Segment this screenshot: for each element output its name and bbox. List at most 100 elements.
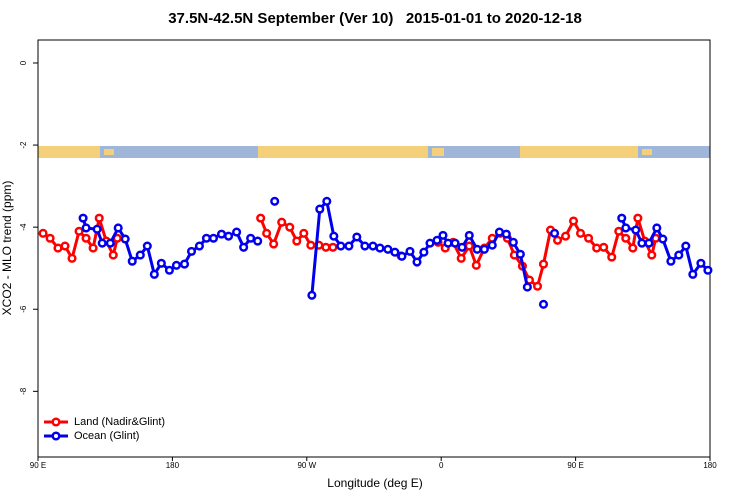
series bbox=[78, 196, 713, 309]
data-point bbox=[614, 226, 624, 236]
y-tick-label: 0 bbox=[19, 60, 28, 65]
data-point bbox=[575, 228, 586, 238]
x-tick-label: 180 bbox=[703, 461, 717, 470]
data-point bbox=[135, 250, 145, 260]
data-point bbox=[425, 238, 435, 248]
data-point bbox=[164, 265, 174, 275]
data-point bbox=[633, 213, 643, 223]
data-point bbox=[94, 213, 104, 223]
data-point bbox=[515, 249, 525, 259]
data-point bbox=[443, 238, 453, 248]
land-strip bbox=[432, 148, 444, 156]
data-point bbox=[149, 269, 159, 279]
data-point bbox=[360, 241, 370, 251]
data-point bbox=[127, 256, 137, 266]
data-point bbox=[471, 260, 481, 270]
data-point bbox=[479, 244, 489, 254]
data-point bbox=[120, 234, 130, 244]
data-point bbox=[658, 234, 668, 244]
data-point bbox=[352, 232, 362, 242]
data-point bbox=[412, 257, 422, 267]
land-ocean-band bbox=[38, 146, 710, 158]
data-point bbox=[45, 233, 55, 243]
data-point bbox=[277, 217, 287, 227]
data-point bbox=[457, 242, 467, 252]
data-point bbox=[390, 247, 400, 257]
data-point bbox=[464, 230, 474, 240]
data-point bbox=[621, 223, 631, 233]
data-point bbox=[383, 244, 393, 254]
data-point bbox=[108, 250, 118, 260]
data-point bbox=[652, 223, 662, 233]
data-point bbox=[501, 229, 511, 239]
data-point bbox=[405, 246, 415, 256]
data-point bbox=[607, 252, 617, 262]
data-point bbox=[186, 246, 197, 256]
legend-swatch bbox=[51, 431, 61, 441]
data-point bbox=[81, 233, 91, 243]
data-point bbox=[336, 241, 346, 251]
y-tick-label: -2 bbox=[19, 141, 28, 149]
land-strip bbox=[104, 149, 114, 155]
data-point bbox=[81, 223, 91, 233]
data-point bbox=[329, 231, 339, 241]
data-point bbox=[522, 282, 532, 292]
data-point bbox=[666, 256, 676, 266]
data-point bbox=[647, 250, 657, 260]
data-point bbox=[344, 241, 354, 251]
data-point bbox=[285, 222, 295, 232]
data-point bbox=[299, 228, 309, 238]
data-point bbox=[246, 233, 256, 243]
data-point bbox=[328, 242, 338, 252]
data-point bbox=[321, 242, 331, 252]
data-point bbox=[549, 228, 560, 238]
data-point bbox=[105, 238, 115, 248]
data-point bbox=[599, 242, 609, 252]
data-point bbox=[88, 243, 98, 253]
x-tick-label: 180 bbox=[166, 461, 180, 470]
x-axis-label: Longitude (deg E) bbox=[327, 476, 422, 490]
plot-frame bbox=[37, 39, 711, 458]
data-point bbox=[375, 243, 385, 253]
data-point bbox=[97, 238, 107, 248]
data-point bbox=[216, 229, 227, 239]
data-point bbox=[368, 241, 378, 251]
land-strip bbox=[38, 146, 100, 158]
land-strip bbox=[520, 146, 638, 158]
data-point bbox=[74, 226, 84, 236]
data-point bbox=[432, 235, 442, 245]
data-point bbox=[38, 228, 48, 238]
data-point bbox=[253, 236, 263, 246]
x-tick-label: 0 bbox=[439, 461, 444, 470]
data-point bbox=[322, 196, 332, 206]
data-point bbox=[631, 225, 641, 235]
data-point bbox=[270, 196, 280, 206]
data-point bbox=[637, 238, 647, 248]
data-point bbox=[92, 224, 102, 234]
data-point bbox=[628, 243, 638, 253]
data-point bbox=[703, 265, 713, 275]
data-point bbox=[223, 231, 234, 241]
data-point bbox=[262, 228, 272, 238]
land-strip bbox=[642, 149, 652, 155]
data-point bbox=[142, 241, 152, 251]
data-point bbox=[568, 216, 579, 226]
legend: Land (Nadir&Glint) Ocean (Glint) bbox=[44, 416, 165, 442]
data-point bbox=[644, 238, 654, 248]
legend-swatch bbox=[51, 417, 61, 427]
data-point bbox=[179, 259, 190, 269]
land-strip bbox=[258, 146, 428, 158]
data-point bbox=[456, 253, 466, 263]
data-point bbox=[472, 244, 482, 254]
y-tick-label: -4 bbox=[19, 223, 28, 231]
x-tick-label: 90 E bbox=[567, 461, 583, 470]
data-point bbox=[674, 250, 684, 260]
data-point bbox=[584, 233, 594, 243]
data-point bbox=[532, 281, 543, 291]
data-point bbox=[306, 240, 316, 250]
data-point bbox=[201, 233, 211, 243]
y-tick-label: -8 bbox=[19, 387, 28, 395]
data-point bbox=[78, 213, 88, 223]
data-point bbox=[487, 240, 497, 250]
